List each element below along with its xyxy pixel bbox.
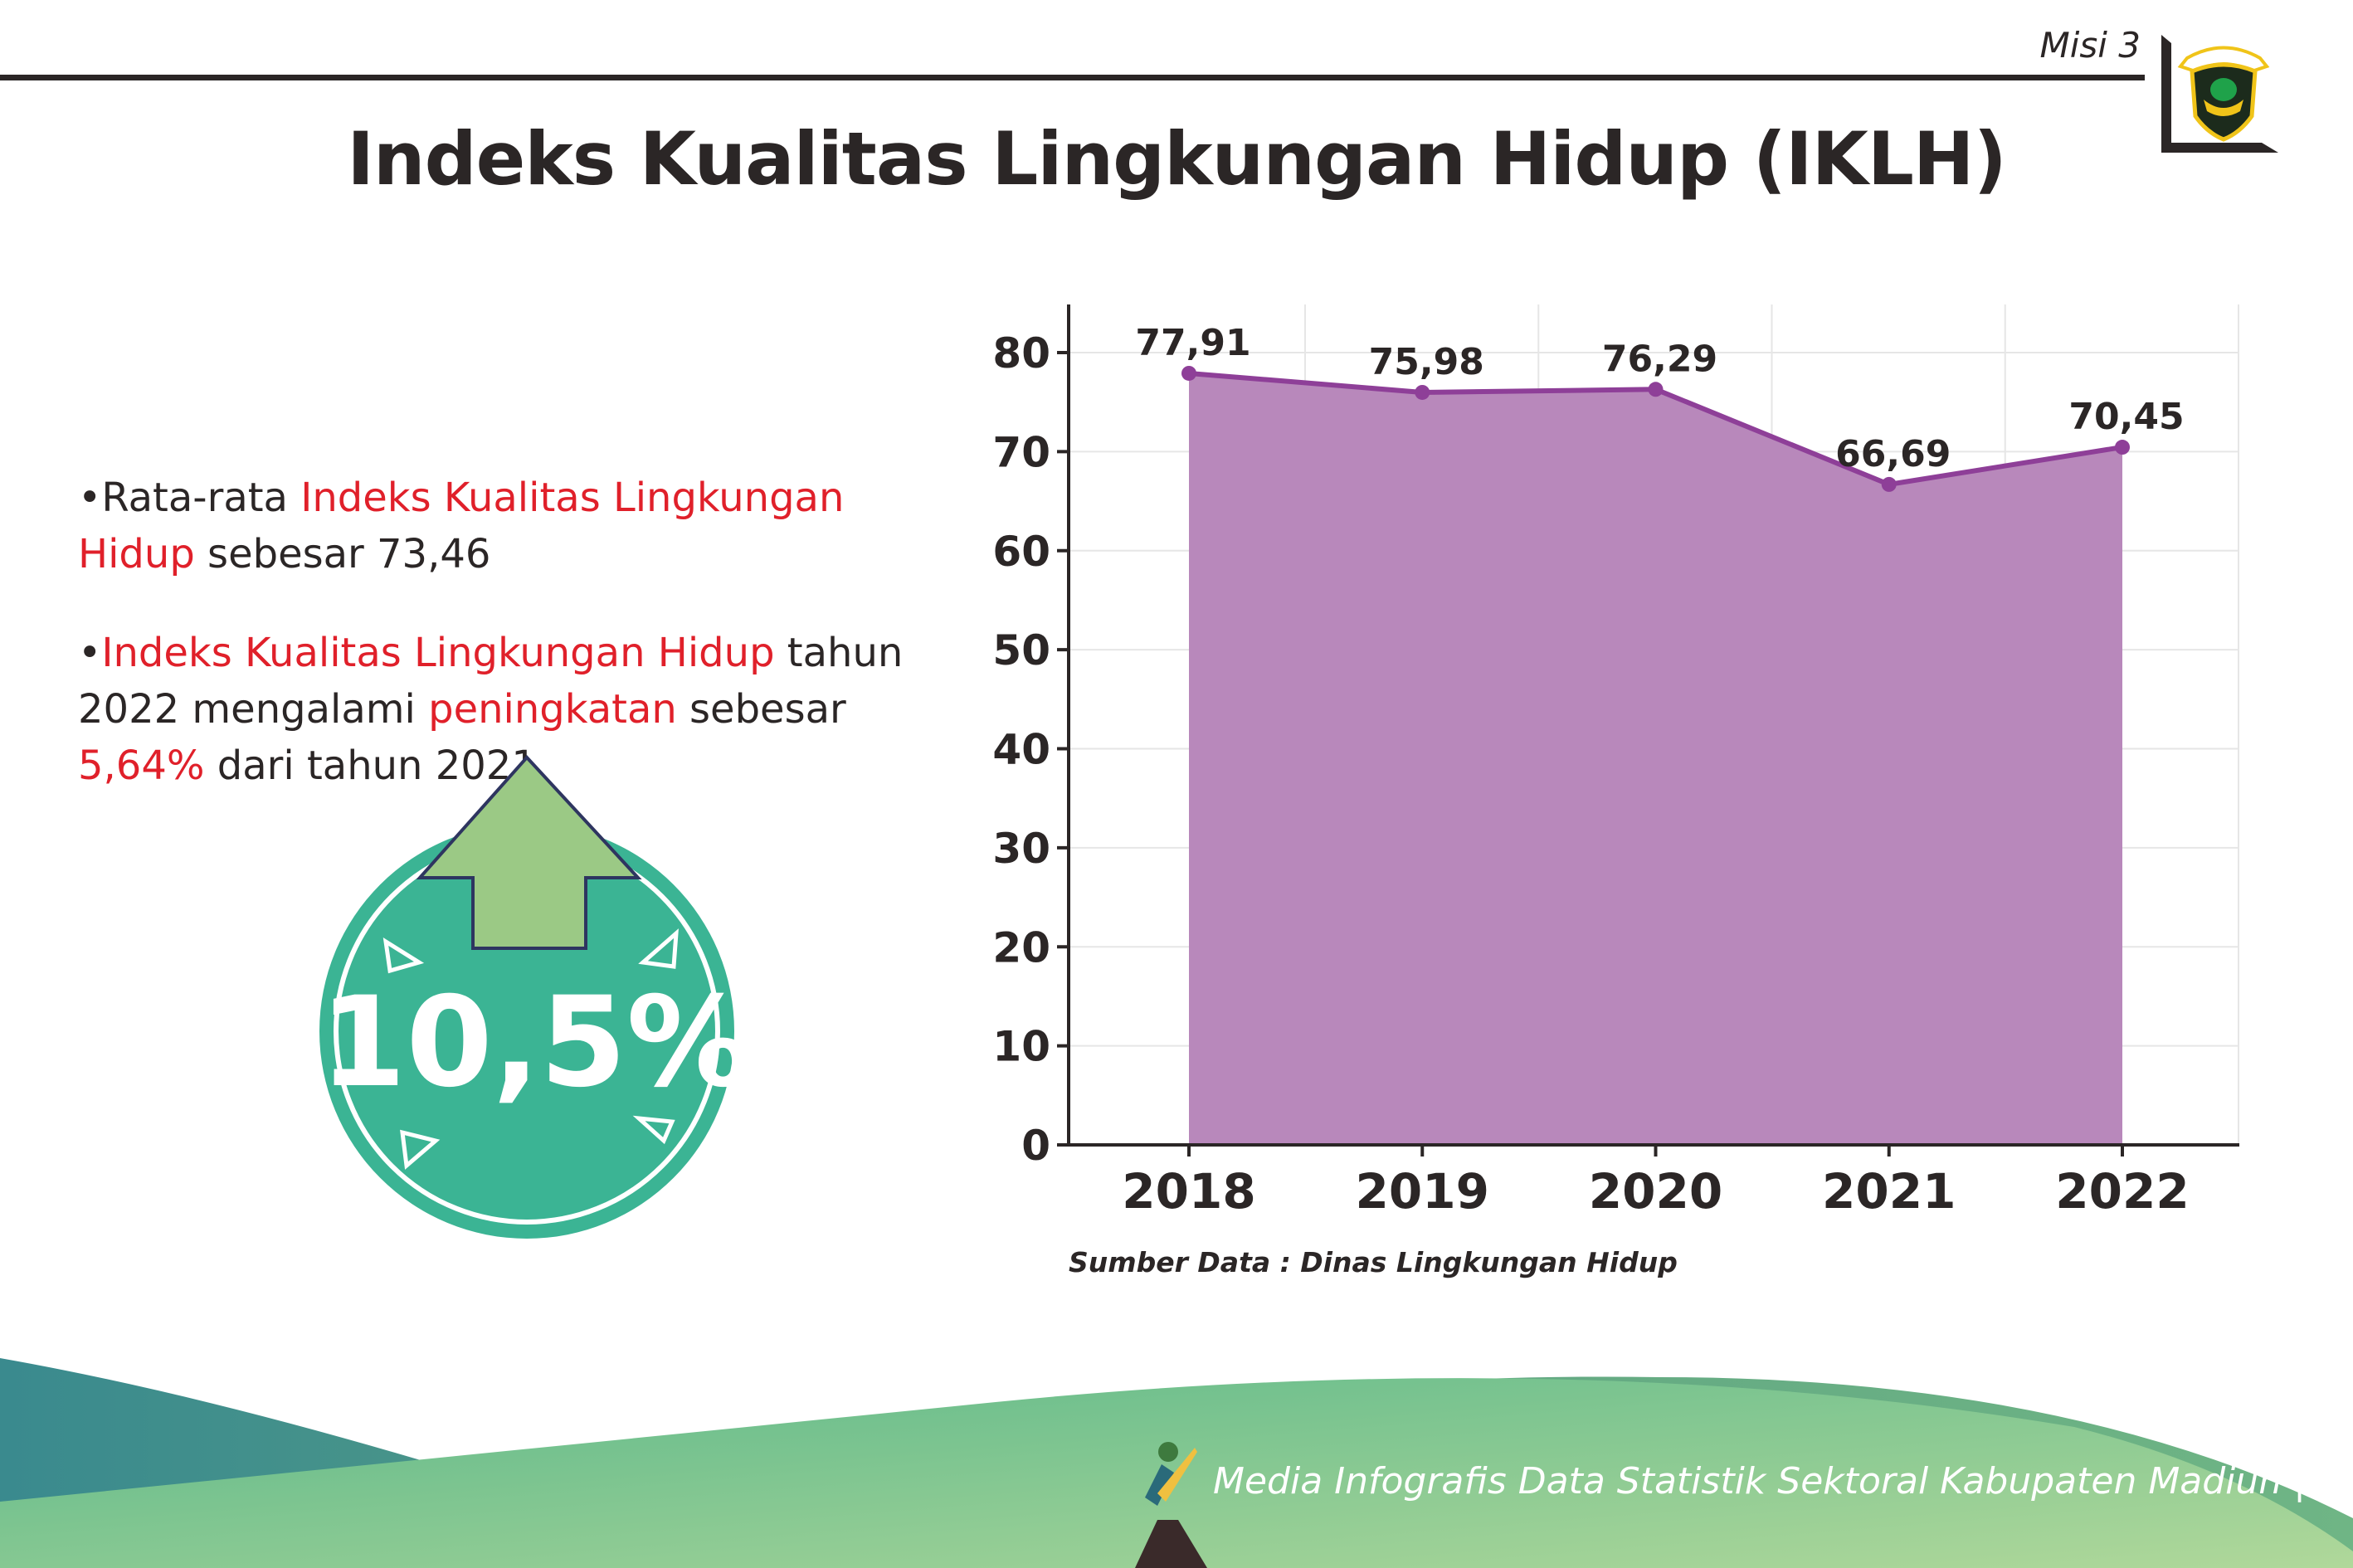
area-fill (1189, 373, 2122, 1146)
badge-sparkles (382, 928, 679, 1170)
data-label: 75,98 (1369, 341, 1484, 383)
bullet-highlight: Indeks Kualitas Lingkungan Hidup (78, 475, 845, 577)
bullet-highlight: peningkatan (428, 686, 677, 733)
y-tick-label: 20 (992, 923, 1050, 971)
y-tick-label: 70 (992, 428, 1050, 476)
y-tick-label: 0 (1021, 1122, 1050, 1170)
data-label: 70,45 (2068, 396, 2184, 438)
bullet-highlight: Indeks Kualitas Lingkungan Hidup (101, 630, 775, 676)
bullet-increase: •Indeks Kualitas Lingkungan Hidup tahun … (78, 630, 904, 789)
y-tick-label: 80 (992, 329, 1050, 377)
y-tick-label: 50 (992, 626, 1050, 674)
bullet-text: sebesar (676, 686, 846, 733)
x-tick-label: 2018 (1122, 1163, 1255, 1220)
data-label: 66,69 (1835, 433, 1951, 475)
data-point (2115, 440, 2130, 455)
arrow-up-icon (416, 755, 642, 950)
badge-circle (319, 824, 734, 1239)
x-tick-label: 2022 (2055, 1163, 2189, 1220)
data-label: 77,91 (1135, 322, 1250, 364)
media-infografis-logo (1135, 1442, 1207, 1568)
data-point (1415, 384, 1430, 400)
increase-badge (319, 755, 734, 1239)
mission-label: Misi 3 (2039, 25, 2141, 66)
x-tick-label: 2020 (1589, 1163, 1722, 1220)
badge-value: 10,5% (319, 971, 752, 1115)
kabupaten-madiun-logo (2177, 46, 2270, 142)
data-label: 76,29 (1602, 338, 1717, 380)
bullet-text: sebesar 73,46 (194, 531, 491, 577)
x-tick-label: 2019 (1356, 1163, 1489, 1220)
bullet-text: Rata-rata (101, 475, 301, 521)
data-point (1181, 365, 1196, 381)
footer-text: Media Infografis Data Statistik Sektoral… (1213, 1460, 2306, 1502)
data-point (1648, 382, 1664, 397)
y-tick-label: 40 (992, 726, 1050, 774)
bullet-highlight: 5,64% (78, 743, 205, 789)
bullet-text: dari tahun 2021 (204, 743, 537, 789)
page-title: Indeks Kualitas Lingkungan Hidup (IKLH) (347, 116, 2007, 202)
data-source: Sumber Data : Dinas Lingkungan Hidup (1069, 1246, 1678, 1278)
y-tick-label: 30 (992, 825, 1050, 873)
y-tick-label: 60 (992, 528, 1050, 576)
y-tick-label: 10 (992, 1023, 1050, 1071)
footer-wave (0, 1358, 2353, 1568)
x-tick-label: 2021 (1822, 1163, 1956, 1220)
data-point (1881, 476, 1897, 492)
bullet-text: tahun 2022 mengalami (78, 630, 904, 733)
bullet-average: •Rata-rata Indeks Kualitas Lingkungan Hi… (78, 475, 845, 577)
iklh-area-chart: 0 10 20 30 40 50 60 70 80 77,91 2018 75,98 2019 76,29… (992, 304, 2239, 1220)
header-rule (0, 75, 2145, 80)
header-decoration (0, 35, 2278, 153)
